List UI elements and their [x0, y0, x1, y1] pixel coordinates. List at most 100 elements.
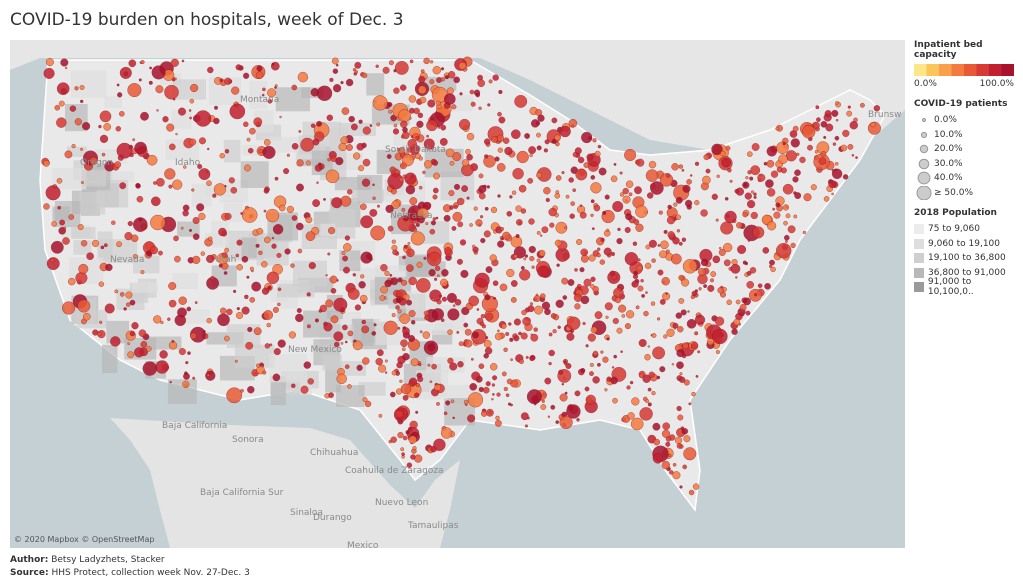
hospital-dot [589, 362, 594, 367]
hospital-dot [449, 362, 458, 371]
hospital-dot [647, 402, 652, 407]
place-label: Utah [215, 255, 236, 265]
hospital-dot [851, 154, 855, 157]
hospital-dot [538, 249, 546, 257]
hospital-dot [484, 294, 491, 301]
hospital-dot [529, 256, 535, 262]
hospital-dot [166, 123, 175, 132]
hospital-dot [429, 79, 435, 85]
hospital-dot [447, 71, 456, 79]
hospital-dot [415, 410, 419, 414]
hospital-dot [490, 206, 498, 214]
hospital-dot [375, 64, 379, 68]
hospital-dot [484, 138, 491, 145]
hospital-dot [378, 364, 387, 373]
hospital-dot [361, 178, 371, 187]
footer: Author: Betsy Ladyzhets, Stacker Source:… [10, 554, 250, 580]
hospital-dot [631, 397, 640, 406]
hospital-dot [369, 208, 378, 217]
hospital-dot [613, 287, 624, 299]
hospital-dot [432, 160, 439, 166]
hospital-dot [256, 65, 263, 72]
size-swatch [922, 118, 926, 123]
hospital-dot [169, 380, 172, 384]
hospital-dot [333, 297, 348, 312]
hospital-dot [273, 348, 281, 356]
hospital-dot [98, 281, 105, 287]
hospital-dot [488, 79, 493, 84]
hospital-dot [288, 331, 297, 339]
hospital-dot [150, 196, 161, 207]
place-label: Idaho [175, 158, 201, 168]
hospital-dot [99, 320, 103, 324]
hospital-dot [206, 180, 212, 186]
hospital-dot [466, 132, 475, 141]
hospital-dot [766, 188, 776, 197]
hospital-dot [45, 58, 54, 67]
hospital-dot [440, 318, 445, 323]
hospital-dot [734, 188, 740, 194]
hospital-dot [277, 339, 286, 348]
hospital-dot [401, 347, 406, 352]
hospital-dot [247, 326, 253, 333]
hospital-dot [587, 333, 596, 342]
hospital-dot [333, 331, 344, 342]
hospital-dot [510, 358, 513, 362]
hospital-dot [331, 197, 343, 209]
hospital-dot [172, 97, 176, 101]
hospital-dot [609, 270, 615, 276]
hospital-dot [361, 72, 368, 79]
hospital-dot [695, 374, 699, 378]
author-label: Author: [10, 555, 49, 565]
hospital-dot [522, 316, 531, 326]
hospital-dot [408, 95, 417, 103]
map: Montana Idaho Oregon Nevada Utah New Mexico Ne… [10, 40, 905, 548]
hospital-dot [243, 121, 249, 128]
hospital-dot [514, 95, 528, 108]
hospital-dot [440, 77, 445, 82]
hospital-dot [437, 126, 441, 129]
hospital-dot [624, 148, 637, 161]
hospital-dot [81, 121, 91, 131]
hospital-dot [231, 86, 240, 95]
size-row: 30.0% [914, 157, 1019, 172]
hospital-dot [558, 369, 564, 375]
hospital-dot [513, 254, 518, 259]
hospital-dot [327, 252, 331, 256]
hospital-dot [314, 164, 323, 172]
hospital-dot [818, 157, 827, 165]
size-swatch [920, 131, 928, 138]
hospital-dot [505, 393, 510, 398]
hospital-dot [671, 163, 679, 171]
hospital-dot [497, 194, 501, 198]
hospital-dot [401, 131, 410, 139]
hospital-dot [452, 416, 455, 420]
hospital-dot [476, 308, 480, 311]
hospital-dot [518, 359, 524, 365]
hospital-dot [249, 127, 256, 135]
hospital-dot [51, 221, 57, 227]
hospital-dot [418, 185, 423, 190]
hospital-dot [718, 246, 722, 250]
hospital-dot [362, 158, 371, 167]
hospital-dot [399, 379, 403, 383]
hospital-dot [707, 284, 715, 292]
hospital-dot [474, 272, 490, 288]
hospital-dot [747, 170, 752, 175]
hospital-dot [648, 239, 657, 248]
hospital-dot [641, 293, 645, 298]
hospital-dot [682, 342, 689, 350]
author: Betsy Ladyzhets, Stacker [51, 555, 165, 565]
hospital-dot [236, 264, 243, 271]
hospital-dot [584, 386, 590, 392]
hospital-dot [97, 331, 102, 337]
hospital-dot [360, 215, 374, 229]
hospital-dot [347, 330, 354, 337]
hospital-dot [519, 269, 531, 281]
hospital-dot [452, 152, 462, 162]
hospital-dot [224, 77, 232, 85]
hospital-dot [433, 438, 446, 451]
county [52, 167, 87, 190]
hospital-dot [380, 263, 388, 272]
hospital-dot [559, 415, 573, 430]
